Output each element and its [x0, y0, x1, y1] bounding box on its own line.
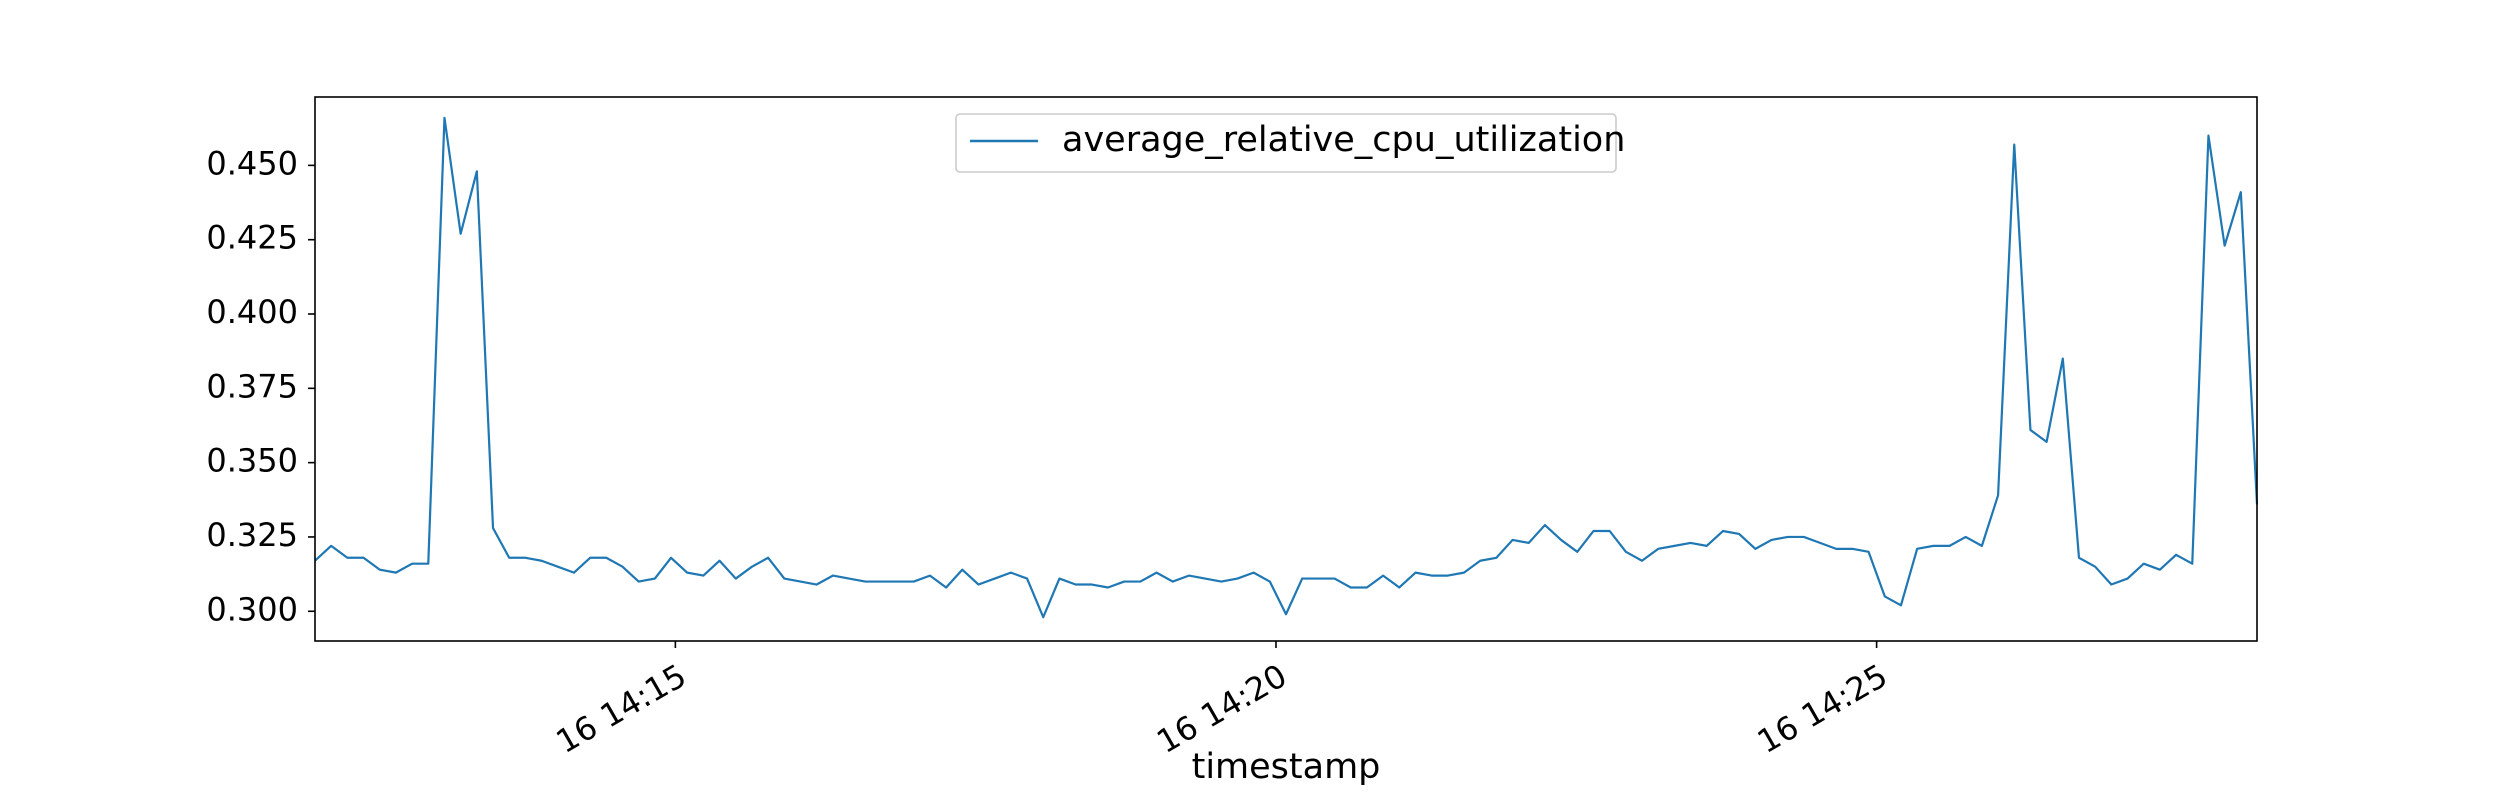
- x-axis: 16 14:15 16 14:20 16 14:25: [550, 641, 1894, 761]
- y-tick-label: 0.450: [206, 144, 298, 182]
- series-line: [314, 116, 2259, 619]
- y-tick-label: 0.425: [206, 219, 298, 257]
- y-tick-label: 0.375: [206, 367, 298, 405]
- x-axis-title: timestamp: [1192, 747, 1381, 787]
- x-tick-label: 16 14:20: [1150, 656, 1293, 760]
- x-tick-label: 16 14:25: [1751, 656, 1894, 760]
- plot-area: [314, 116, 2259, 619]
- y-tick-label: 0.350: [206, 442, 298, 480]
- legend-label: average_relative_cpu_utilization: [1062, 120, 1625, 160]
- y-tick-label: 0.300: [206, 590, 298, 628]
- axes-frame: [314, 96, 2258, 642]
- legend-box: [955, 113, 1617, 173]
- x-tick-label: 16 14:15: [550, 656, 693, 760]
- y-axis: 0.300 0.325 0.350 0.375 0.400 0.425 0.450: [206, 144, 315, 628]
- y-tick-label: 0.325: [206, 516, 298, 554]
- legend: average_relative_cpu_utilization: [955, 113, 1625, 173]
- y-tick-label: 0.400: [206, 293, 298, 331]
